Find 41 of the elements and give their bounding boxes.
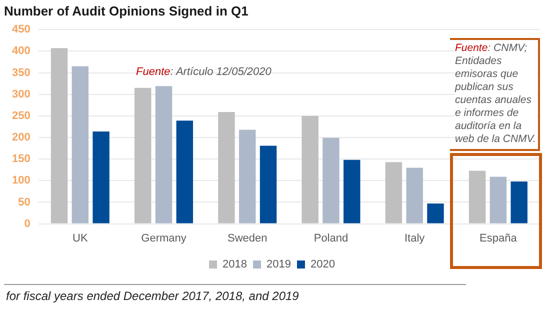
bar — [510, 182, 528, 224]
y-tick-label: 250 — [12, 110, 30, 122]
bar — [92, 131, 110, 224]
legend-label: 2018 — [222, 258, 248, 271]
y-tick-label: 100 — [12, 174, 30, 187]
bar — [260, 146, 277, 224]
y-tick-label: 300 — [12, 88, 30, 100]
y-tick-label: 50 — [18, 196, 30, 208]
bar — [490, 176, 507, 224]
bar — [50, 48, 68, 224]
text: Fuente: CNMV; Entidades emisoras que publican sus cuentas anuales e informes de auditoría en la web de la CNMV. — [455, 42, 536, 145]
x-tick-label: UK — [72, 232, 88, 244]
chart-title: Number of Audit Opinions Signed in Q1 — [4, 3, 248, 18]
legend-label: 2019 — [266, 258, 291, 271]
bar — [176, 120, 194, 224]
y-tick-label: 150 — [12, 153, 30, 166]
y-tick-label: 200 — [12, 132, 30, 144]
legend-label: 2020 — [310, 258, 335, 271]
bar — [427, 204, 444, 224]
text: for fiscal years ended December 2017, 2018, and 2019 — [6, 289, 299, 303]
bar — [155, 86, 172, 224]
x-tick-label: Sweden — [227, 232, 268, 244]
x-tick-label: Italy — [404, 232, 426, 244]
x-tick-label: Germany — [141, 232, 187, 244]
bar — [468, 170, 486, 224]
bar — [385, 162, 402, 224]
y-tick-label: 350 — [12, 66, 30, 79]
bar — [134, 88, 152, 224]
bar — [322, 138, 340, 224]
bar — [302, 116, 318, 224]
y-tick-label: 450 — [12, 24, 30, 36]
bar — [344, 160, 360, 224]
y-tick-label: 0 — [24, 218, 30, 230]
x-tick-label: Poland — [314, 232, 348, 244]
bar — [218, 112, 235, 224]
x-tick-label: España — [480, 232, 518, 244]
bar — [72, 66, 89, 224]
bar — [406, 168, 423, 224]
bar — [239, 130, 256, 224]
annotation: Fuente: Artículo 12/05/2020 — [136, 66, 272, 78]
y-tick-label: 400 — [12, 45, 30, 58]
